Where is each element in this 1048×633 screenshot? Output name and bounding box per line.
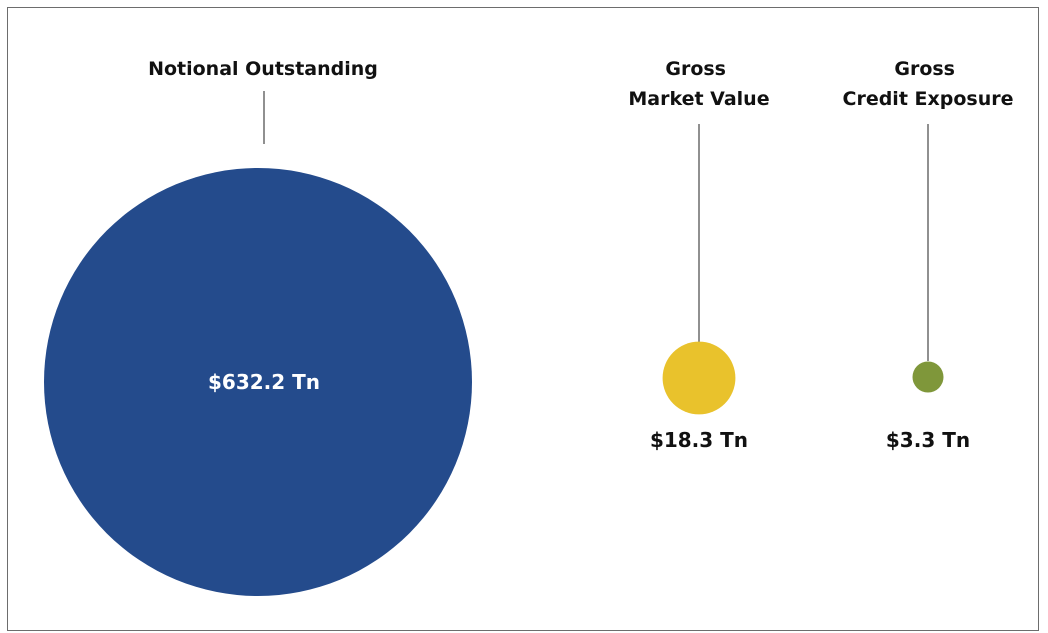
- bubble-notional-outstanding: [44, 168, 472, 596]
- label-gross-credit-exposure: Gross Credit Exposure: [843, 58, 1014, 110]
- label-gross-market-value-line-1: Gross: [665, 58, 726, 80]
- label-gross-market-value-line-2: Market Value: [628, 88, 769, 110]
- bubble-gross-credit-exposure: [912, 361, 944, 393]
- value-label-notional-outstanding: $632.2 Tn: [208, 370, 320, 394]
- label-notional-outstanding: Notional Outstanding: [148, 58, 378, 80]
- bubble-group-gross-credit-exposure: Gross Credit Exposure $3.3 Tn: [843, 58, 1014, 452]
- value-label-gross-market-value: $18.3 Tn: [650, 428, 748, 452]
- bubble-group-gross-market-value: Gross Market Value $18.3 Tn: [628, 58, 769, 452]
- chart-frame: [7, 7, 1039, 631]
- label-gross-credit-exposure-line-1: Gross: [894, 58, 955, 80]
- value-label-gross-credit-exposure: $3.3 Tn: [886, 428, 970, 452]
- bubble-gross-market-value: [662, 341, 736, 415]
- label-gross-credit-exposure-line-2: Credit Exposure: [843, 88, 1014, 110]
- bubble-group-notional-outstanding: Notional Outstanding $632.2 Tn: [44, 58, 472, 596]
- label-gross-market-value: Gross Market Value: [628, 58, 769, 110]
- label-notional-outstanding-line-1: Notional Outstanding: [148, 58, 378, 80]
